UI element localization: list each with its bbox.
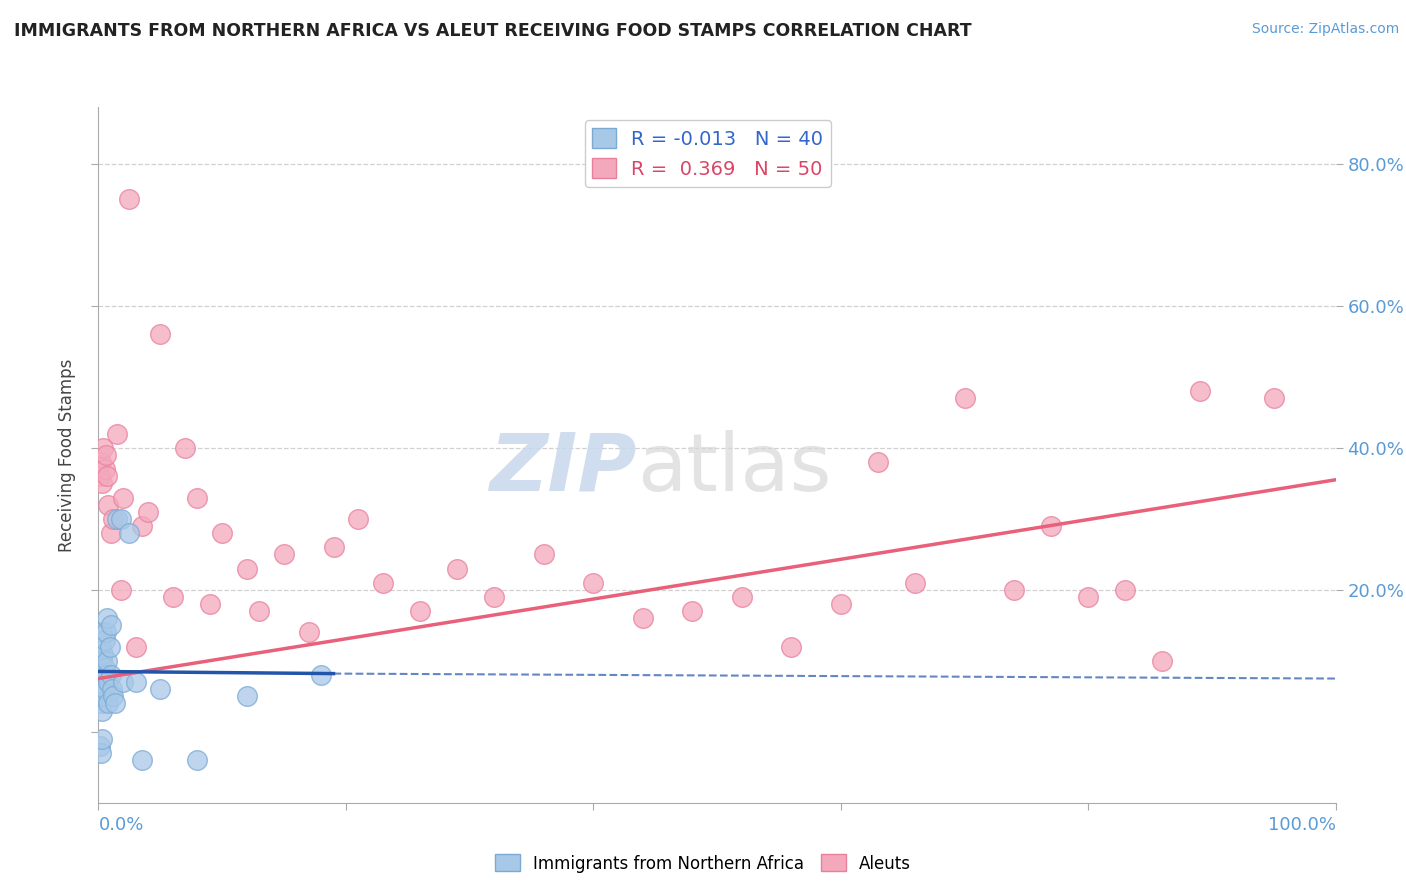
Point xyxy=(322,540,344,554)
Point xyxy=(162,590,184,604)
Point xyxy=(631,611,654,625)
Text: ZIP: ZIP xyxy=(489,430,637,508)
Point xyxy=(91,654,114,668)
Point xyxy=(96,611,118,625)
Point xyxy=(149,682,172,697)
Point xyxy=(93,632,115,647)
Point xyxy=(1040,519,1063,533)
Point xyxy=(904,575,927,590)
Point xyxy=(247,604,270,618)
Text: 0.0%: 0.0% xyxy=(98,815,143,834)
Point xyxy=(90,697,112,711)
Point xyxy=(89,682,111,697)
Point xyxy=(112,491,135,505)
Point xyxy=(110,512,132,526)
Point xyxy=(681,604,703,618)
Point xyxy=(198,597,221,611)
Point xyxy=(100,526,122,541)
Point xyxy=(953,391,976,405)
Point xyxy=(124,640,146,654)
Point xyxy=(101,682,124,697)
Point xyxy=(186,753,208,767)
Point xyxy=(131,519,153,533)
Point xyxy=(347,512,370,526)
Point xyxy=(174,441,197,455)
Point xyxy=(484,590,506,604)
Point xyxy=(131,753,153,767)
Point xyxy=(124,675,146,690)
Point xyxy=(110,582,132,597)
Point xyxy=(93,647,115,661)
Point xyxy=(94,625,117,640)
Point xyxy=(149,327,172,342)
Point xyxy=(273,547,295,561)
Point xyxy=(118,526,141,541)
Point xyxy=(90,640,112,654)
Point xyxy=(1002,582,1025,597)
Point xyxy=(91,731,114,746)
Point xyxy=(94,448,117,462)
Point xyxy=(1077,590,1099,604)
Point xyxy=(93,441,115,455)
Point xyxy=(112,675,135,690)
Point xyxy=(236,561,259,575)
Point xyxy=(94,668,117,682)
Y-axis label: Receiving Food Stamps: Receiving Food Stamps xyxy=(58,359,76,551)
Point xyxy=(780,640,803,654)
Point xyxy=(91,625,114,640)
Point xyxy=(89,469,111,483)
Point xyxy=(93,462,115,476)
Text: IMMIGRANTS FROM NORTHERN AFRICA VS ALEUT RECEIVING FOOD STAMPS CORRELATION CHART: IMMIGRANTS FROM NORTHERN AFRICA VS ALEUT… xyxy=(14,22,972,40)
Point xyxy=(105,426,128,441)
Text: atlas: atlas xyxy=(637,430,831,508)
Point xyxy=(96,654,118,668)
Point xyxy=(100,668,122,682)
Text: 100.0%: 100.0% xyxy=(1268,815,1336,834)
Point xyxy=(446,561,468,575)
Point xyxy=(211,526,233,541)
Point xyxy=(118,192,141,206)
Point xyxy=(409,604,432,618)
Legend: Immigrants from Northern Africa, Aleuts: Immigrants from Northern Africa, Aleuts xyxy=(488,847,918,880)
Point xyxy=(1114,582,1136,597)
Point xyxy=(93,682,115,697)
Point xyxy=(103,512,125,526)
Point xyxy=(90,746,112,760)
Point xyxy=(89,654,111,668)
Point xyxy=(93,668,115,682)
Point xyxy=(1152,654,1174,668)
Point xyxy=(89,739,111,753)
Text: Source: ZipAtlas.com: Source: ZipAtlas.com xyxy=(1251,22,1399,37)
Point xyxy=(97,498,120,512)
Point xyxy=(100,618,122,632)
Point xyxy=(98,640,121,654)
Point xyxy=(97,675,120,690)
Point xyxy=(96,469,118,483)
Point xyxy=(186,491,208,505)
Point xyxy=(90,455,112,469)
Point xyxy=(97,697,120,711)
Point xyxy=(1188,384,1211,398)
Point xyxy=(103,690,125,704)
Point xyxy=(309,668,332,682)
Point xyxy=(731,590,754,604)
Point xyxy=(93,690,115,704)
Point xyxy=(298,625,321,640)
Point xyxy=(236,690,259,704)
Point xyxy=(582,575,605,590)
Legend: R = -0.013   N = 40, R =  0.369   N = 50: R = -0.013 N = 40, R = 0.369 N = 50 xyxy=(585,120,831,186)
Point xyxy=(1263,391,1285,405)
Point xyxy=(830,597,852,611)
Point xyxy=(93,661,115,675)
Point xyxy=(136,505,159,519)
Point xyxy=(91,476,114,491)
Point xyxy=(91,675,114,690)
Point xyxy=(105,512,128,526)
Point xyxy=(90,668,112,682)
Point xyxy=(91,704,114,718)
Point xyxy=(533,547,555,561)
Point xyxy=(103,697,125,711)
Point xyxy=(866,455,889,469)
Point xyxy=(371,575,394,590)
